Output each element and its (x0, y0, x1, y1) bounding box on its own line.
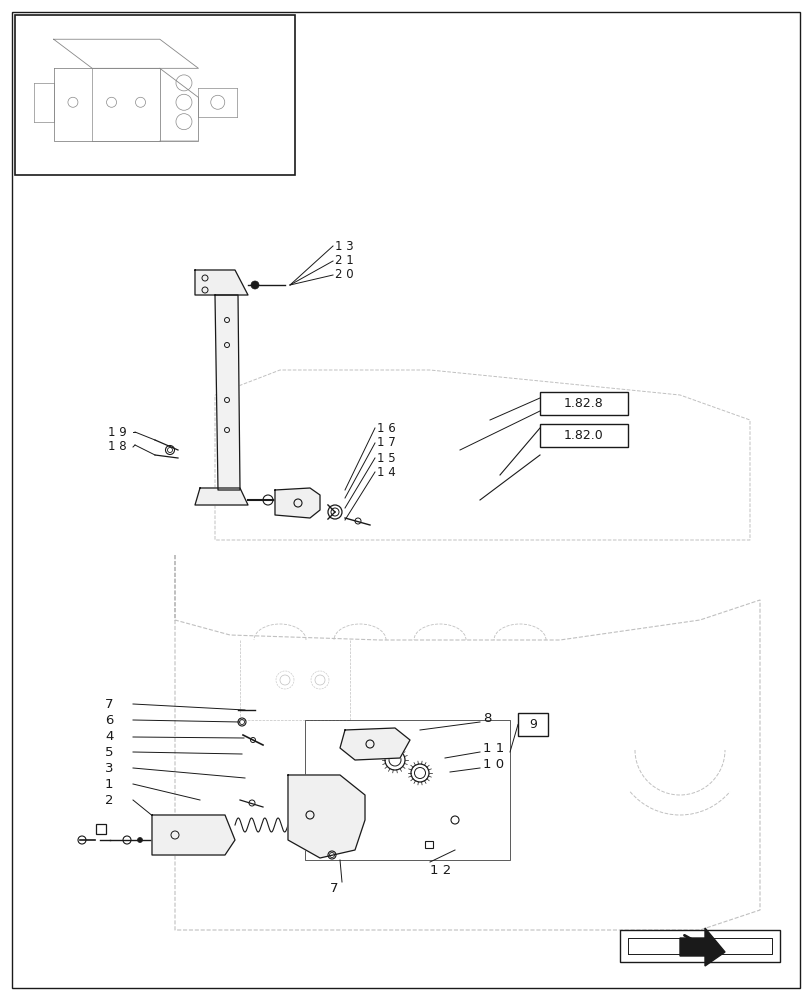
Polygon shape (195, 270, 247, 295)
Text: 7: 7 (105, 698, 114, 710)
Polygon shape (275, 488, 320, 518)
Text: 1 8: 1 8 (108, 440, 127, 454)
Bar (305, 720, 509, 860)
Polygon shape (215, 295, 240, 490)
Text: 1 0: 1 0 (483, 758, 504, 770)
Text: 1 5: 1 5 (376, 452, 395, 464)
Text: 1 2: 1 2 (430, 863, 451, 876)
Polygon shape (340, 728, 410, 760)
Polygon shape (152, 815, 234, 855)
Text: 1 3: 1 3 (335, 239, 353, 252)
Text: 3: 3 (105, 762, 114, 774)
Text: 1.82.0: 1.82.0 (564, 429, 603, 442)
Text: 8: 8 (483, 712, 491, 724)
Text: 1 4: 1 4 (376, 466, 395, 479)
Text: 9: 9 (529, 718, 536, 731)
Text: 1 6: 1 6 (376, 422, 395, 434)
Polygon shape (679, 928, 724, 966)
Text: 6: 6 (105, 714, 114, 726)
Circle shape (251, 281, 259, 289)
Text: 2 0: 2 0 (335, 268, 353, 282)
Text: 2: 2 (105, 794, 114, 806)
Text: 1 1: 1 1 (483, 742, 504, 754)
Circle shape (137, 838, 142, 842)
Bar (424, 841, 432, 848)
Text: 2 1: 2 1 (335, 254, 354, 267)
Bar (96, 824, 106, 834)
Text: 1 9: 1 9 (108, 426, 127, 438)
Bar (539, 424, 627, 447)
Polygon shape (195, 488, 247, 505)
Text: 1.82.8: 1.82.8 (564, 397, 603, 410)
Bar (620, 930, 779, 962)
Text: 1: 1 (105, 778, 114, 790)
Text: 4: 4 (105, 730, 114, 744)
Text: 5: 5 (105, 746, 114, 758)
Bar (539, 392, 627, 415)
Text: 7: 7 (329, 882, 338, 894)
Bar (517, 713, 547, 736)
Polygon shape (288, 775, 365, 858)
Text: 1 7: 1 7 (376, 436, 395, 450)
Bar (15, 15, 294, 175)
